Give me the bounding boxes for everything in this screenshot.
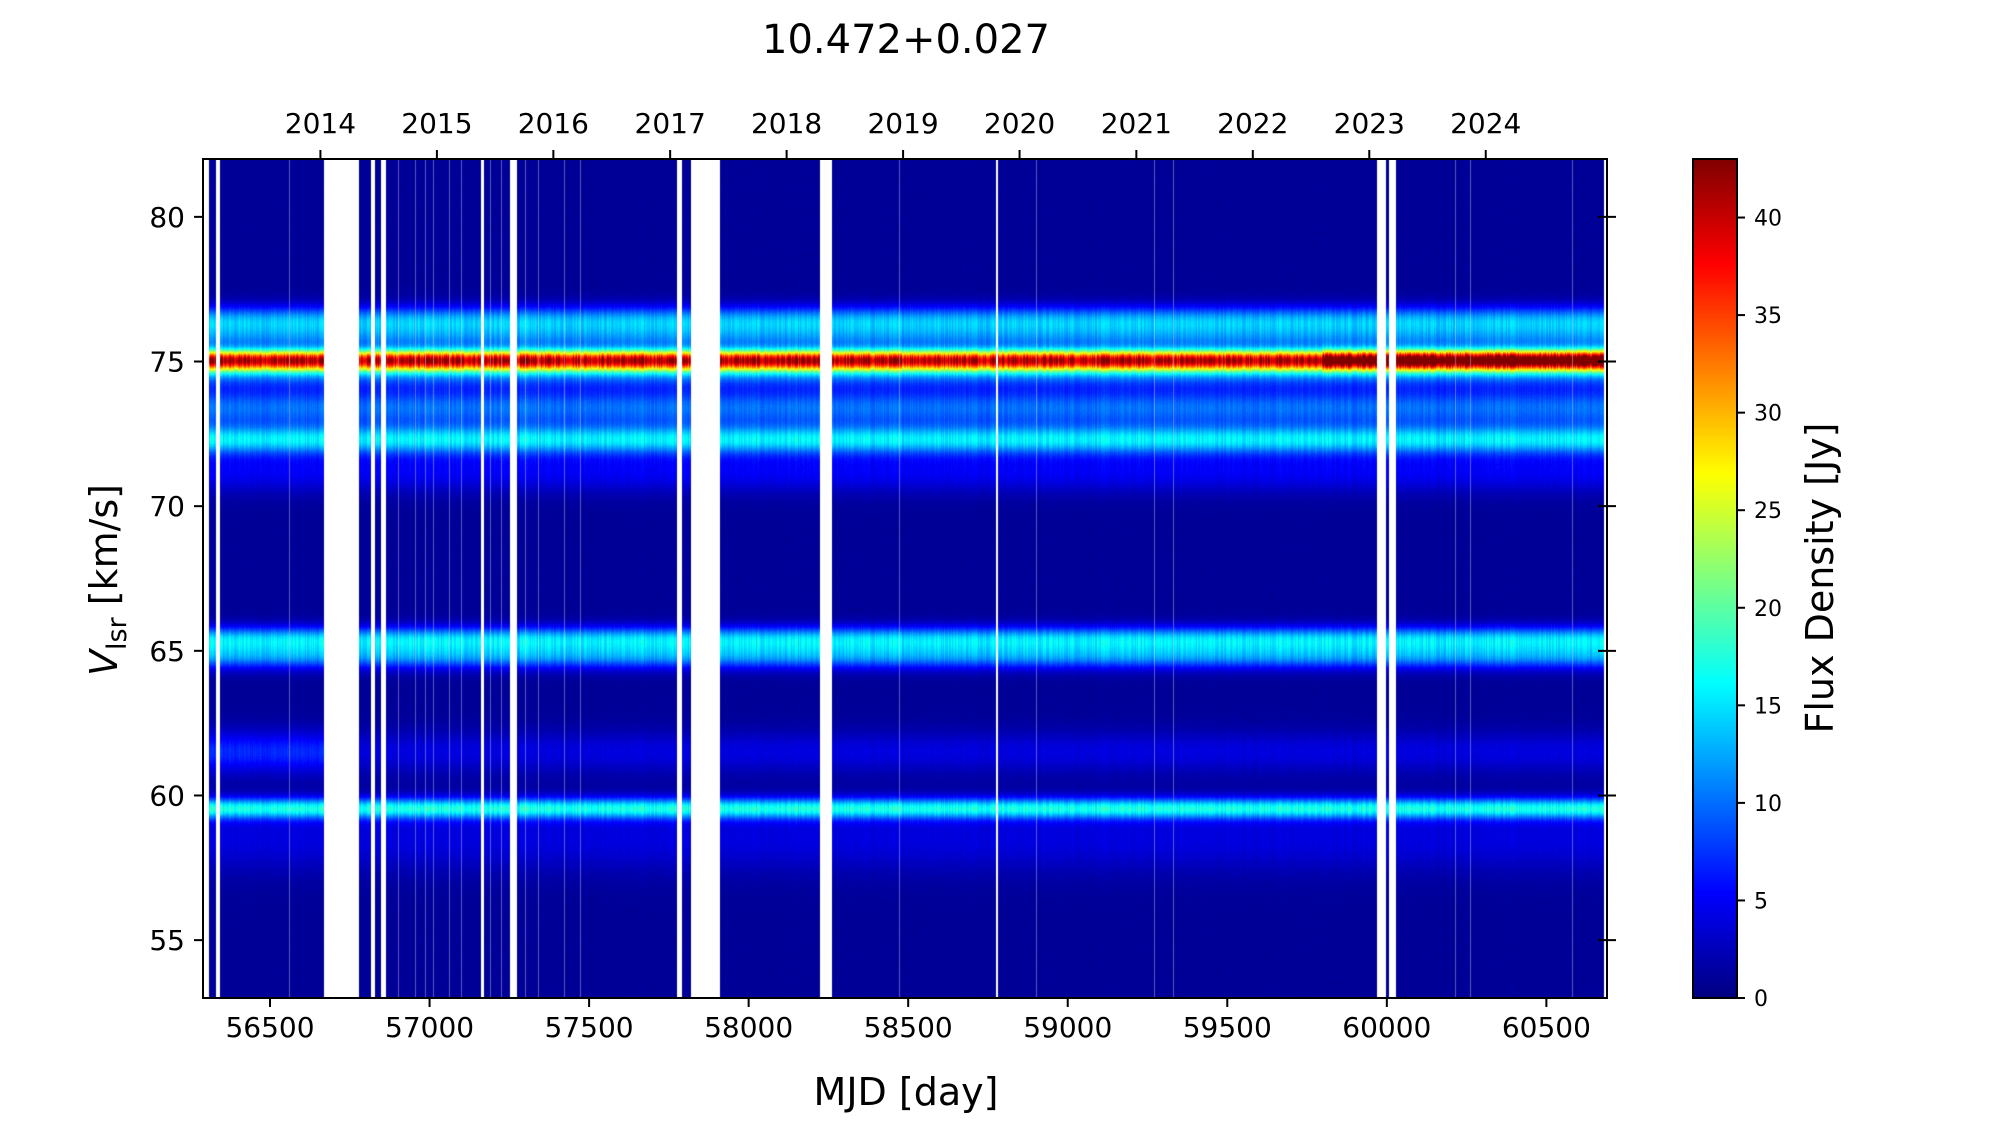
x-tick-label: 56500	[225, 1011, 314, 1044]
y-tick-label: 60	[149, 779, 185, 812]
colorbar-frame	[1692, 158, 1738, 999]
top-tick-label: 2020	[984, 107, 1055, 140]
y-tick-label: 65	[149, 635, 185, 668]
x-tick-label: 57500	[545, 1011, 634, 1044]
y-tick-label: 70	[149, 490, 185, 523]
y-axis-label: Vlsr [km/s]	[82, 484, 133, 676]
top-tick-label: 2014	[285, 107, 356, 140]
colorbar-tick-label: 30	[1754, 402, 1782, 427]
top-year-axis: 2014 2015 2016 2017 2018 2019 2020 2021 2022 2023…	[285, 107, 1521, 168]
colorbar-tick-label: 35	[1754, 304, 1782, 329]
plot-frame	[202, 158, 1608, 999]
top-tick-label: 2017	[635, 107, 706, 140]
colorbar-tick-label: 25	[1754, 499, 1782, 524]
x-tick-label: 58000	[704, 1011, 793, 1044]
top-tick-label: 2022	[1217, 107, 1288, 140]
x-tick-label: 60000	[1342, 1011, 1431, 1044]
colorbar-tick-label: 0	[1754, 987, 1768, 1012]
top-tick-label: 2016	[518, 107, 589, 140]
colorbar-tick-label: 40	[1754, 207, 1782, 232]
colorbar-label: Flux Density [Jy]	[1798, 423, 1842, 734]
colorbar-tick-label: 15	[1754, 694, 1782, 719]
top-tick-label: 2023	[1334, 107, 1405, 140]
top-tick-label: 2018	[751, 107, 822, 140]
y-axis-right-ticks	[1598, 215, 1616, 942]
y-axis: 55 60 65 70 75 80	[149, 201, 203, 957]
y-tick-label: 75	[149, 346, 185, 379]
x-axis-label: MJD [day]	[814, 1070, 999, 1114]
colorbar-ticks: 0 5 10 15 20 25 30 35 40	[1737, 207, 1782, 1012]
x-tick-label: 58500	[864, 1011, 953, 1044]
colorbar-tick-label: 10	[1754, 792, 1782, 817]
colorbar-tick-label: 5	[1754, 889, 1768, 914]
x-tick-label: 57000	[385, 1011, 474, 1044]
chart-title: 10.472+0.027	[762, 17, 1050, 63]
heatmap-image	[203, 159, 1607, 998]
x-tick-label: 60500	[1502, 1011, 1591, 1044]
top-tick-label: 2019	[867, 107, 938, 140]
colorbar-gradient	[1693, 159, 1737, 998]
top-tick-label: 2015	[401, 107, 472, 140]
colorbar-tick-label: 20	[1754, 597, 1782, 622]
y-tick-label: 80	[149, 201, 185, 234]
top-tick-label: 2024	[1450, 107, 1521, 140]
colorbar: 0 5 10 15 20 25 30 35 40	[1692, 158, 1782, 1012]
x-tick-label: 59000	[1023, 1011, 1112, 1044]
x-tick-label: 59500	[1183, 1011, 1272, 1044]
x-axis: 56500 57000 57500 58000 58500 59000 59500 60000…	[225, 998, 1591, 1044]
plot-area	[202, 158, 1608, 999]
top-tick-label: 2021	[1101, 107, 1172, 140]
y-tick-label: 55	[149, 924, 185, 957]
